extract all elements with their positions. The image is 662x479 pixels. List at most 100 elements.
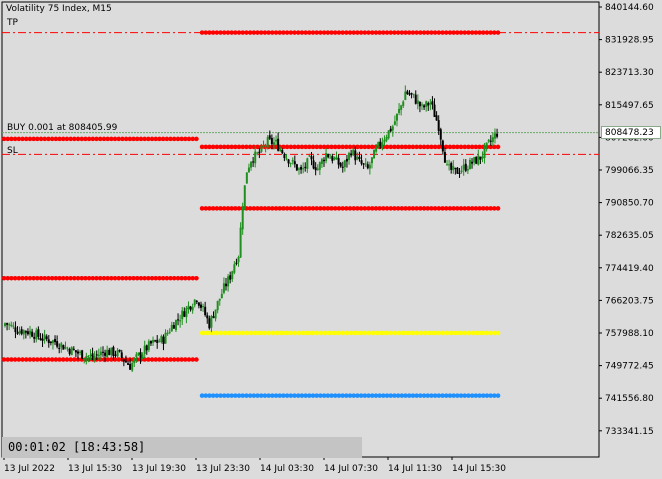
candle-body-97 [206,315,209,319]
candle-body-168 [354,150,357,161]
candle-body-76 [162,336,165,344]
candle-body-35 [76,351,79,354]
candle-body-24 [54,338,57,343]
candle-body-39 [85,356,88,359]
candle-body-185 [389,128,392,132]
candle-body-16 [37,329,40,337]
x-tick-label-0: 13 Jul 2022 [4,464,55,474]
candle-body-229 [481,156,484,159]
candle-body-1 [6,323,9,325]
candle-body-187 [393,121,396,125]
candle-body-176 [370,157,373,164]
candle-body-92 [195,300,198,302]
candle-body-110 [233,264,236,273]
candle-body-82 [174,320,177,331]
candle-body-191 [402,101,405,106]
candle-body-53 [114,354,117,356]
candle-body-142 [300,167,303,170]
candle-body-120 [254,151,257,164]
candle-body-190 [400,105,403,110]
candle-body-48 [104,352,107,356]
candle-body-164 [345,158,348,162]
candle-body-18 [41,338,44,341]
candle-body-25 [56,341,59,347]
levels-layer [1,30,599,398]
candle-body-224 [471,161,474,164]
candle-body-12 [29,330,32,335]
x-tick-label-5: 14 Jul 07:30 [324,464,378,474]
current-price-value: 808478.23 [605,128,654,138]
candle-body-10 [24,330,27,333]
candle-body-77 [164,332,167,344]
candle-body-211 [443,152,446,163]
candle-body-160 [337,158,340,165]
y-tick-label-11: 749772.45 [605,362,654,372]
candle-body-203 [427,103,430,106]
candle-body-177 [373,149,376,159]
candle-body-98 [208,318,211,329]
candle-body-5 [14,327,17,332]
candle-body-186 [391,126,394,131]
candle-body-139 [293,161,296,165]
candle-body-88 [187,305,190,310]
candle-body-117 [247,167,250,173]
candle-body-161 [339,163,342,167]
candle-body-34 [74,350,77,353]
plot-area [1,1,600,458]
candle-body-127 [268,135,271,139]
candle-body-96 [204,306,207,316]
candle-body-192 [404,91,407,101]
candle-body-115 [243,185,246,210]
candle-body-146 [308,155,311,157]
y-tick-label-2: 823713.30 [605,68,654,78]
candle-body-91 [193,299,196,306]
candle-body-170 [358,156,361,160]
candle-body-89 [189,306,192,310]
candle-body-50 [108,349,111,356]
stop-loss-label: SL [7,146,18,156]
candle-body-112 [237,257,240,263]
candle-body-134 [283,154,286,159]
candle-body-158 [333,157,336,160]
candle-body-208 [437,120,440,131]
candle-body-225 [473,157,476,163]
candle-body-67 [143,345,146,354]
candle-body-129 [272,142,275,145]
candle-body-188 [395,113,398,121]
x-tick-label-4: 14 Jul 03:30 [260,464,314,474]
candle-body-109 [231,271,234,280]
y-tick-label-12: 741556.80 [605,394,654,404]
candle-body-209 [439,129,442,140]
candle-body-227 [477,155,480,165]
candle-body-95 [202,305,205,308]
candle-body-106 [225,283,228,287]
candle-body-196 [412,93,415,95]
candle-body-222 [466,168,469,171]
candle-body-156 [329,157,332,159]
candle-body-204 [429,102,432,105]
candle-body-194 [408,93,411,95]
candle-body-132 [279,149,282,151]
candle-body-11 [26,331,29,335]
candle-body-223 [468,159,471,170]
candle-body-232 [487,139,490,142]
candle-body-216 [454,167,457,169]
candle-body-116 [245,172,248,184]
candle-body-114 [241,207,244,230]
candle-body-87 [185,307,188,318]
candle-body-135 [285,158,288,160]
x-tick-label-1: 13 Jul 15:30 [68,464,122,474]
candle-body-193 [406,91,409,94]
candle-body-22 [49,341,52,344]
candle-body-49 [106,349,109,358]
candle-body-47 [101,351,104,353]
candle-body-200 [421,104,423,106]
chart-symbol-title: Volatility 75 Index, M15 [6,4,112,14]
candle-body-165 [348,152,351,160]
candle-body-202 [425,101,428,107]
candle-body-13 [31,331,34,337]
candle-body-122 [258,151,261,154]
candle-body-143 [302,168,305,170]
y-tick-label-0: 840144.60 [605,3,654,13]
